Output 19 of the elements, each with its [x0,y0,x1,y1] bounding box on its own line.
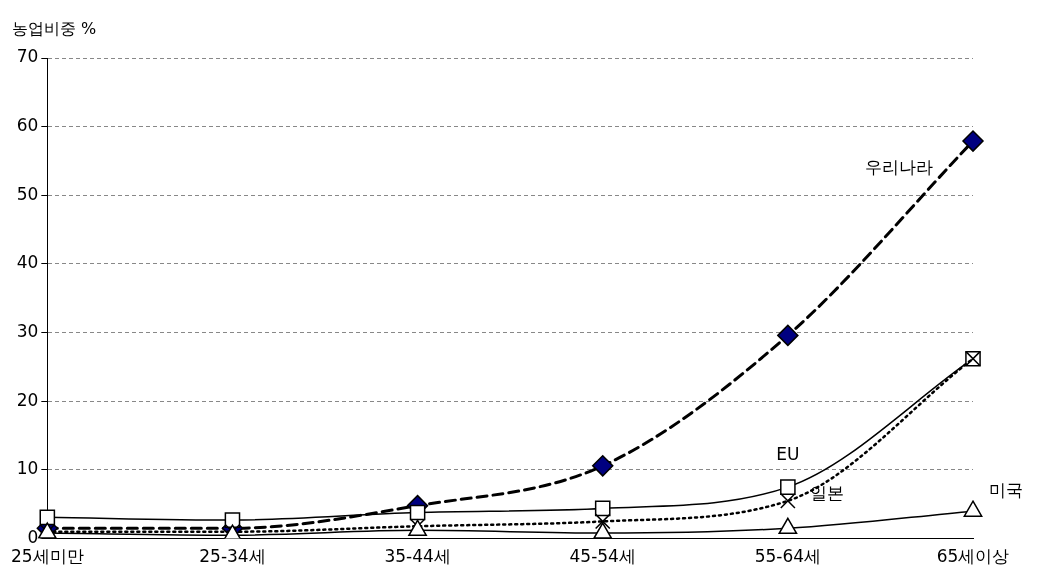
x-tick-label: 65세이상 [936,546,1010,567]
x-tick-label: 55-64세 [754,546,822,567]
x-tick-label: 35-44세 [384,546,451,567]
y-tick-label: 40 [16,252,39,273]
y-tick-label: 10 [16,458,39,479]
x-tick-label: 25세미만 [11,546,84,567]
y-tick-label: 50 [16,183,39,204]
series-label: 미국 [989,479,1023,500]
y-tick-label: 30 [16,321,39,342]
y-tick-label: 60 [16,115,39,136]
y-tick-label: 70 [16,46,39,67]
series-label: 우리나라 [865,157,933,178]
y-axis-title: 농업비중 % [12,19,97,39]
y-tick-label: 0 [27,527,39,548]
y-tick-label: 20 [16,389,39,410]
x-tick-label: 45-54세 [569,546,636,567]
series-label: 일본 [809,483,844,504]
series-label: EU [776,443,800,464]
x-tick-label: 25-34세 [199,546,266,567]
